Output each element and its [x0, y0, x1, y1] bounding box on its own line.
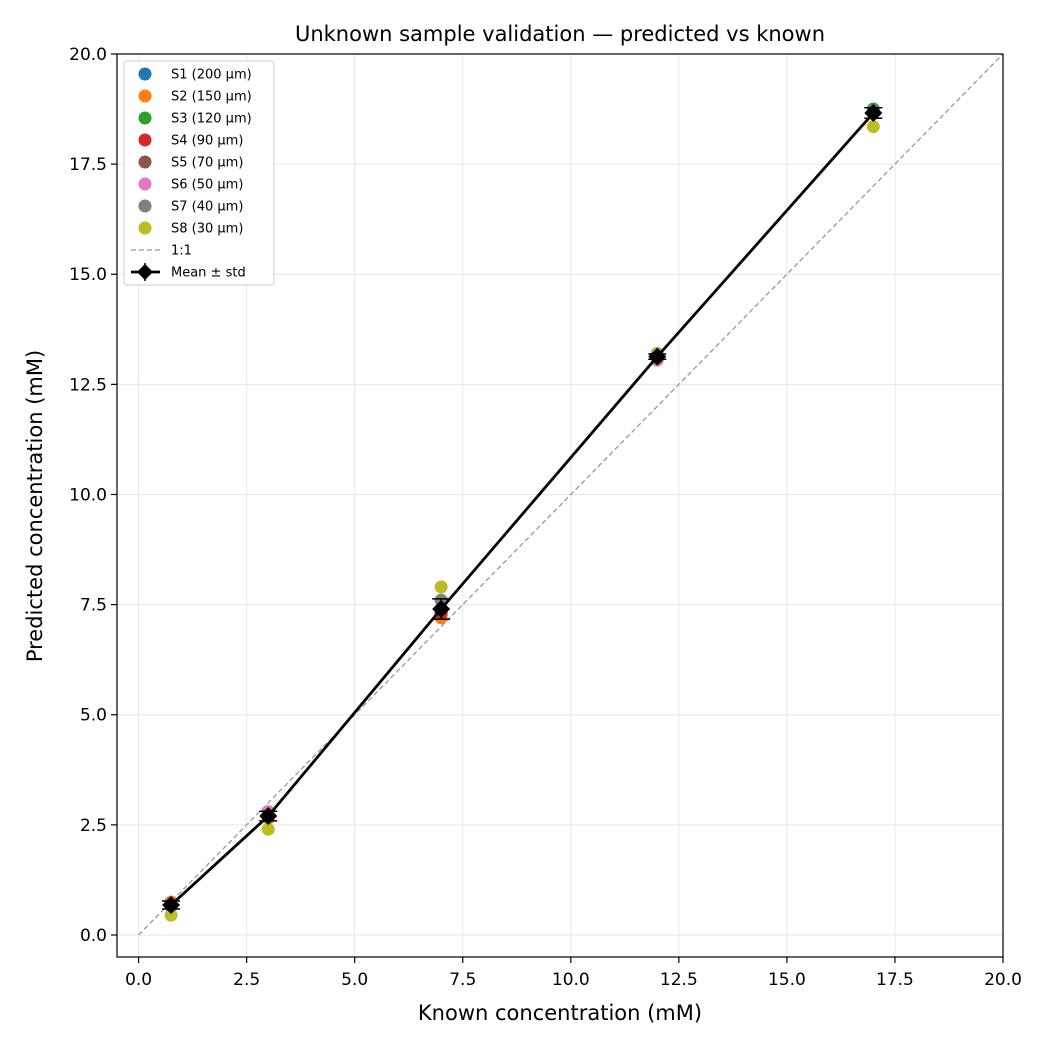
legend-label: 1:1: [171, 244, 192, 259]
legend-marker: [138, 199, 152, 213]
y-axis-title: Predicted concentration (mM): [23, 350, 47, 662]
mean-marker: [259, 807, 278, 826]
mean-series: [162, 104, 883, 915]
y-tick-label: 5.0: [80, 706, 107, 726]
x-axis-title: Known concentration (mM): [418, 1001, 702, 1025]
plot-frame: [116, 53, 1004, 958]
legend-marker: [138, 111, 152, 125]
x-tick-label: 15.0: [768, 970, 806, 990]
point-s8: [434, 580, 448, 594]
axis-ticks: 0.0 2.5 5.0 7.5 10.0 12.5 15.0 17.5 20.0 0.0 2.5 5.…: [69, 45, 1022, 990]
legend-label: S5 (70 µm): [171, 156, 243, 171]
point-s8: [866, 120, 880, 134]
legend-label: S1 (200 µm): [171, 68, 252, 83]
legend-label: S4 (90 µm): [171, 134, 243, 149]
legend-marker: [137, 264, 153, 280]
x-tick-label: 17.5: [876, 970, 914, 990]
x-tick-label: 10.0: [552, 970, 590, 990]
legend: S1 (200 µm) S2 (150 µm) S3 (120 µm) S4 (90 …: [123, 60, 275, 286]
legend-label: S3 (120 µm): [171, 112, 252, 127]
legend-marker: [138, 67, 152, 81]
y-tick-label: 2.5: [80, 816, 107, 836]
reference-line-1to1: [138, 53, 1004, 936]
y-tick-label: 12.5: [69, 375, 107, 395]
mean-marker: [648, 347, 667, 366]
reference-line-layer: [138, 53, 1004, 936]
chart-title: Unknown sample validation — predicted vs…: [295, 22, 825, 46]
y-tick-label: 0.0: [80, 926, 107, 946]
y-tick-label: 17.5: [69, 155, 107, 175]
y-tick-label: 15.0: [69, 265, 107, 285]
x-tick-label: 7.5: [449, 970, 476, 990]
y-tick-label: 7.5: [80, 596, 107, 616]
mean-marker: [864, 104, 883, 123]
x-tick-label: 2.5: [233, 970, 260, 990]
mean-marker: [432, 600, 451, 619]
legend-label: Mean ± std: [171, 266, 246, 281]
legend-label: S6 (50 µm): [171, 178, 243, 193]
legend-marker: [138, 155, 152, 169]
mean-marker: [162, 896, 181, 915]
x-tick-label: 0.0: [125, 970, 152, 990]
legend-marker: [138, 133, 152, 147]
x-tick-label: 20.0: [984, 970, 1022, 990]
y-tick-label: 20.0: [69, 45, 107, 65]
x-tick-label: 5.0: [341, 970, 368, 990]
point-s8: [164, 908, 178, 922]
point-s8: [261, 822, 275, 836]
legend-marker: [138, 177, 152, 191]
legend-marker: [138, 89, 152, 103]
legend-box: [123, 60, 275, 286]
legend-label: S2 (150 µm): [171, 90, 252, 105]
legend-marker: [138, 221, 152, 235]
x-tick-label: 12.5: [660, 970, 698, 990]
legend-label: S8 (30 µm): [171, 222, 243, 237]
legend-label: S7 (40 µm): [171, 200, 243, 215]
grid: [117, 53, 1004, 957]
y-tick-label: 10.0: [69, 485, 107, 505]
